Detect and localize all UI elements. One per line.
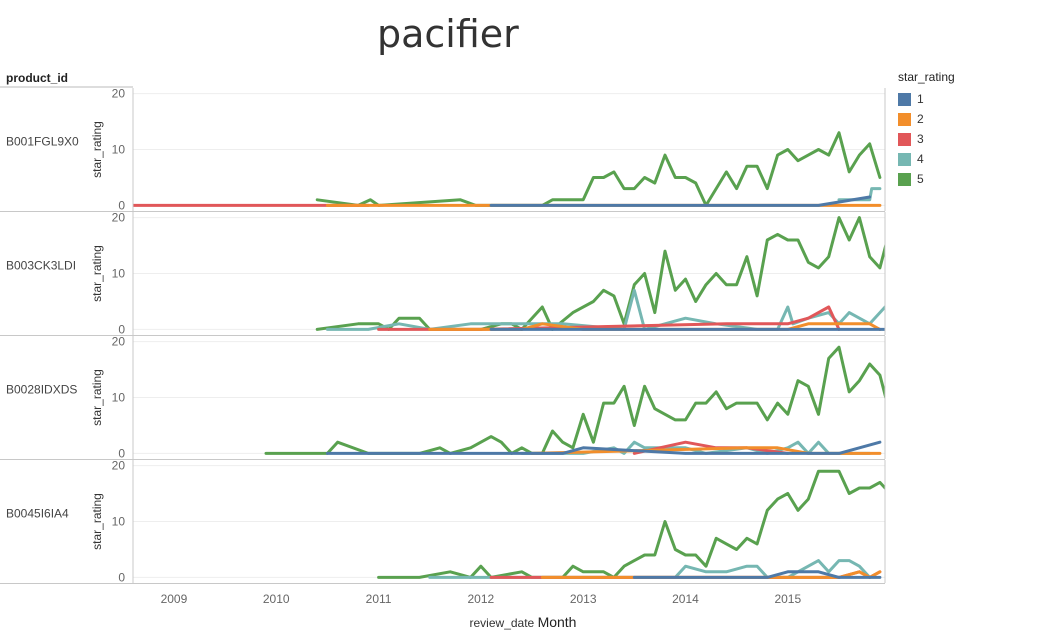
panel-B003CK3LDI: 0 10 20 star_rating B003CK3LDI — [0, 211, 886, 336]
x-tick-label: 2010 — [263, 592, 290, 606]
legend-item-4[interactable]: 4 — [898, 149, 955, 169]
y-tick-label: 0 — [118, 322, 125, 336]
series-group — [377, 469, 885, 579]
legend-swatch-1 — [898, 92, 911, 106]
row-header-product-id: product_id — [6, 71, 68, 85]
legend-swatch-4 — [898, 152, 911, 166]
series-line-rating-1 — [489, 195, 872, 207]
panel-B0028IDXDS: 0 10 20 star_rating B0028IDXDS — [0, 335, 886, 460]
y-tick-label: 10 — [112, 267, 126, 281]
x-axis-label: review_date Month — [470, 614, 577, 630]
series-line-rating-5 — [377, 469, 885, 579]
y-axis-label: star_rating — [90, 245, 104, 302]
legend-label-5: 5 — [917, 172, 924, 186]
legend-label-1: 1 — [917, 92, 924, 106]
y-tick-label: 10 — [112, 143, 126, 157]
legend-swatch-5 — [898, 172, 911, 186]
y-tick-label: 0 — [118, 446, 125, 460]
x-tick-label: 2013 — [570, 592, 597, 606]
series-line-rating-4 — [428, 559, 872, 579]
legend-label-2: 2 — [917, 112, 924, 126]
y-tick-label: 20 — [112, 87, 126, 101]
y-axis-label: star_rating — [90, 493, 104, 550]
series-group — [315, 216, 885, 331]
series-line-rating-1 — [632, 570, 882, 579]
panel-B001FGL9X0: 0 10 20 star_rating B001FGL9X0 — [0, 87, 886, 212]
legend-item-3[interactable]: 3 — [898, 129, 955, 149]
x-tick-label: 2012 — [468, 592, 495, 606]
legend-item-5[interactable]: 5 — [898, 169, 955, 189]
x-tick-label: 2015 — [774, 592, 801, 606]
y-tick-label: 20 — [112, 335, 126, 349]
y-tick-label: 10 — [112, 391, 126, 405]
y-axis-label: star_rating — [90, 369, 104, 426]
x-axis-unit: Month — [538, 614, 577, 630]
y-tick-label: 20 — [112, 459, 126, 473]
legend-swatch-3 — [898, 132, 911, 146]
legend-label-3: 3 — [917, 132, 924, 146]
row-label-B0028IDXDS: B0028IDXDS — [6, 383, 77, 397]
legend-title: star_rating — [898, 70, 955, 84]
legend-swatch-2 — [898, 112, 911, 126]
legend-item-2[interactable]: 2 — [898, 109, 955, 129]
row-label-B003CK3LDI: B003CK3LDI — [6, 259, 76, 273]
series-group — [264, 345, 885, 455]
y-tick-label: 20 — [112, 211, 126, 225]
y-tick-label: 10 — [112, 515, 126, 529]
legend-item-1[interactable]: 1 — [898, 89, 955, 109]
y-tick-label: 0 — [118, 570, 125, 584]
y-tick-label: 0 — [118, 198, 125, 212]
x-axis-field: review_date — [470, 616, 538, 630]
series-line-rating-5 — [264, 345, 885, 455]
series-group — [133, 131, 882, 207]
series-line-rating-1 — [325, 440, 882, 455]
panel-B0045I6IA4: 0 10 20 star_rating B0045I6IA4 — [0, 459, 886, 584]
x-tick-label: 2009 — [161, 592, 188, 606]
row-label-B001FGL9X0: B001FGL9X0 — [6, 135, 79, 149]
x-axis: 2009 2010 2011 2012 2013 2014 2015 review_date … — [161, 592, 802, 630]
chart-title: pacifier — [377, 12, 519, 56]
y-axis-label: star_rating — [90, 121, 104, 178]
legend: star_rating 1 2 3 4 5 — [898, 70, 955, 189]
row-label-B0045I6IA4: B0045I6IA4 — [6, 507, 69, 521]
x-tick-label: 2014 — [672, 592, 699, 606]
series-line-rating-5 — [315, 131, 882, 207]
x-tick-label: 2011 — [366, 592, 392, 606]
legend-label-4: 4 — [917, 152, 924, 166]
